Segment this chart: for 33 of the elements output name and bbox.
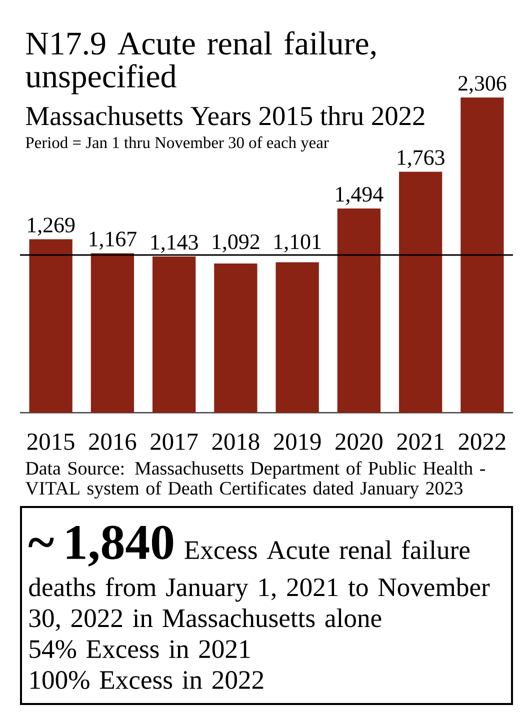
data-label: 1,269	[28, 218, 75, 236]
annotation: Period = Jan 1 thru November 30 of each year	[26, 136, 329, 152]
bar	[399, 172, 442, 413]
text: 100% Excess in 2022	[30, 671, 264, 690]
x-tick-label: 2021	[397, 433, 444, 450]
data-label: 1,494	[336, 186, 384, 205]
x-tick-label: 2019	[274, 433, 321, 450]
data-label: 1,763	[398, 150, 444, 168]
bar	[29, 239, 72, 413]
bar	[214, 263, 258, 413]
x-tick-label: 2018	[212, 433, 260, 450]
chart-subtitle: Massachusetts Years 2015 thru 2022	[26, 106, 424, 126]
text: Excess Acute renal failure	[184, 540, 470, 560]
x-tick-label: 2015	[27, 433, 74, 450]
data-label: 1,101	[274, 234, 321, 252]
data-label: 1,092	[212, 234, 260, 252]
x-tick-label: 2020	[336, 433, 382, 450]
bar	[337, 208, 381, 413]
bar	[152, 256, 196, 413]
bar	[90, 253, 134, 413]
data-label: 2,306	[458, 76, 506, 94]
x-tick-label: 2022	[458, 433, 506, 450]
data-label: 1,167	[90, 232, 136, 250]
x-tick-label: 2017	[150, 433, 198, 450]
bar	[276, 262, 319, 413]
text: ~ 1,840	[28, 526, 174, 567]
data-label: 1,143	[151, 234, 198, 253]
bar	[460, 98, 504, 413]
text: deaths from January 1, 2021 to November 30, 2022 in Massachusetts alone	[29, 577, 490, 632]
text: 54% Excess in 2021	[30, 640, 250, 658]
source-note: Data Source: Massachusetts Department of Public Health - VITAL system of Death Certificates dated January 2023	[25, 461, 486, 499]
x-tick-label: 2016	[89, 433, 136, 450]
chart-title: N17.9 Acute renal failure, unspecified	[26, 31, 376, 94]
